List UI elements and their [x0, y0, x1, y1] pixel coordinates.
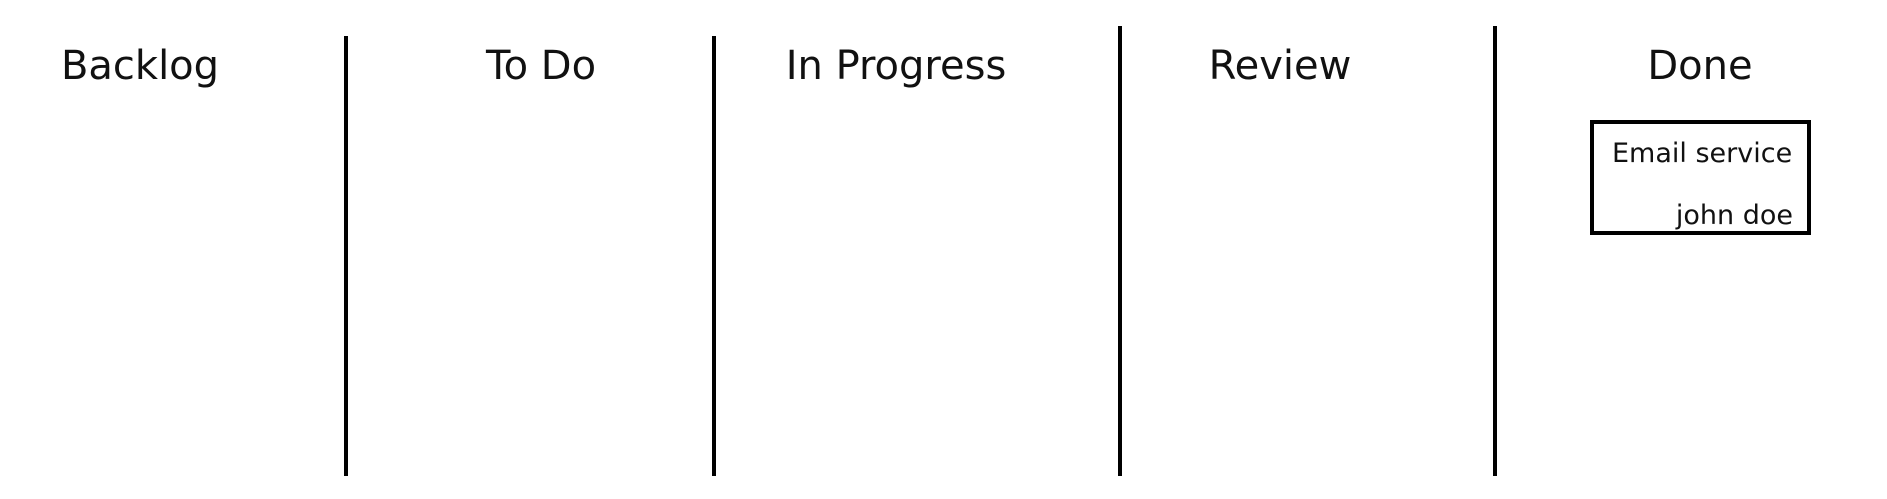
- column-title-in-progress: In Progress: [785, 43, 1007, 89]
- column-title-done: Done: [1647, 43, 1753, 89]
- column-divider: [1118, 26, 1122, 476]
- column-divider: [1493, 26, 1497, 476]
- column-divider: [712, 36, 716, 476]
- column-title-review: Review: [1208, 43, 1352, 89]
- task-card-assignee: john doe: [1675, 200, 1793, 231]
- column-title-to-do: To Do: [485, 43, 597, 89]
- column-title-backlog: Backlog: [60, 43, 220, 89]
- column-divider: [344, 36, 348, 476]
- task-card[interactable]: Email service john doe: [1590, 120, 1811, 235]
- task-card-title: Email service: [1612, 138, 1793, 169]
